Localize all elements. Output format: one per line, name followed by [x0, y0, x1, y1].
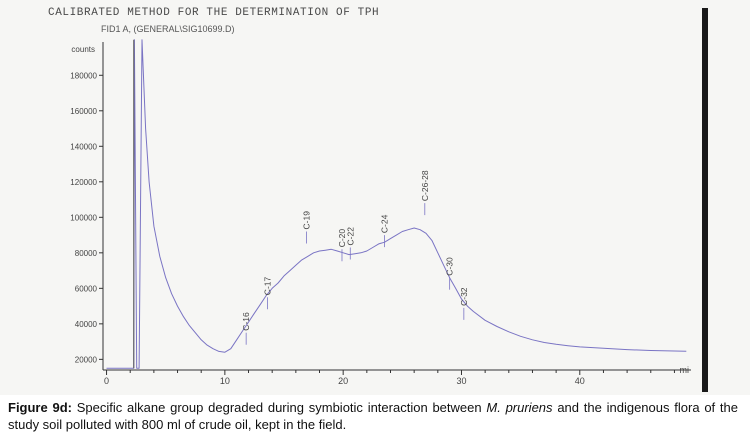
- peak-label: C-26-28: [420, 170, 430, 201]
- peak-label: C-32: [459, 287, 469, 306]
- caption-text-after: and the indigenous flora of the study so…: [8, 400, 738, 432]
- peak-label: C-24: [380, 214, 390, 233]
- y-axis-label: counts: [71, 45, 95, 54]
- x-tick-label: 30: [456, 376, 466, 386]
- chromatogram-trace: [106, 39, 687, 369]
- y-tick-label: 80000: [75, 249, 98, 258]
- x-axis-unit-label: mi: [680, 365, 690, 375]
- x-tick-label: 20: [338, 376, 348, 386]
- chromatogram-chart: counts 20000 40000 60000 80000 100000 120000 14…: [70, 39, 691, 386]
- peak-label: C-16: [241, 312, 251, 331]
- scanned-chromatogram-panel: [0, 0, 750, 395]
- y-tick-label: 140000: [70, 142, 97, 151]
- y-tick-label: 100000: [70, 213, 97, 222]
- axes-layer: counts 20000 40000 60000 80000 100000 120000 14…: [70, 42, 691, 386]
- figure-caption: Figure 9d: Specific alkane group degrade…: [8, 399, 738, 433]
- trace-layer: [106, 39, 687, 369]
- y-tick-label: 160000: [70, 107, 97, 116]
- caption-label: Figure 9d:: [8, 400, 72, 415]
- detector-file-label: FID1 A, (GENERAL\SIG10699.D): [101, 24, 235, 34]
- peak-label-layer: C-16 C-17 C-19 C-20C-22 C-24 C-26-28 C-30 C-32: [241, 170, 469, 331]
- chromatogram-title: CALIBRATED METHOD FOR THE DETERMINATION …: [48, 7, 380, 19]
- peak-label: C-30: [445, 257, 455, 276]
- peak-label: C-17: [263, 277, 273, 296]
- peak-label: C-20: [337, 229, 347, 248]
- x-tick-label: 0: [104, 376, 109, 386]
- y-tick-label: 40000: [75, 320, 98, 329]
- x-tick-label: 10: [220, 376, 230, 386]
- y-tick-label: 60000: [75, 284, 98, 293]
- y-tick-label: 180000: [70, 71, 97, 80]
- caption-species: M. pruriens: [486, 400, 553, 415]
- x-tick-label: 40: [575, 376, 585, 386]
- y-tick-label: 20000: [75, 355, 98, 364]
- peak-label: C-19: [302, 211, 312, 230]
- y-tick-label: 120000: [70, 178, 97, 187]
- scan-edge-border: [702, 8, 708, 392]
- caption-text-before: Specific alkane group degraded during sy…: [72, 400, 487, 415]
- peak-label: C-22: [345, 227, 355, 246]
